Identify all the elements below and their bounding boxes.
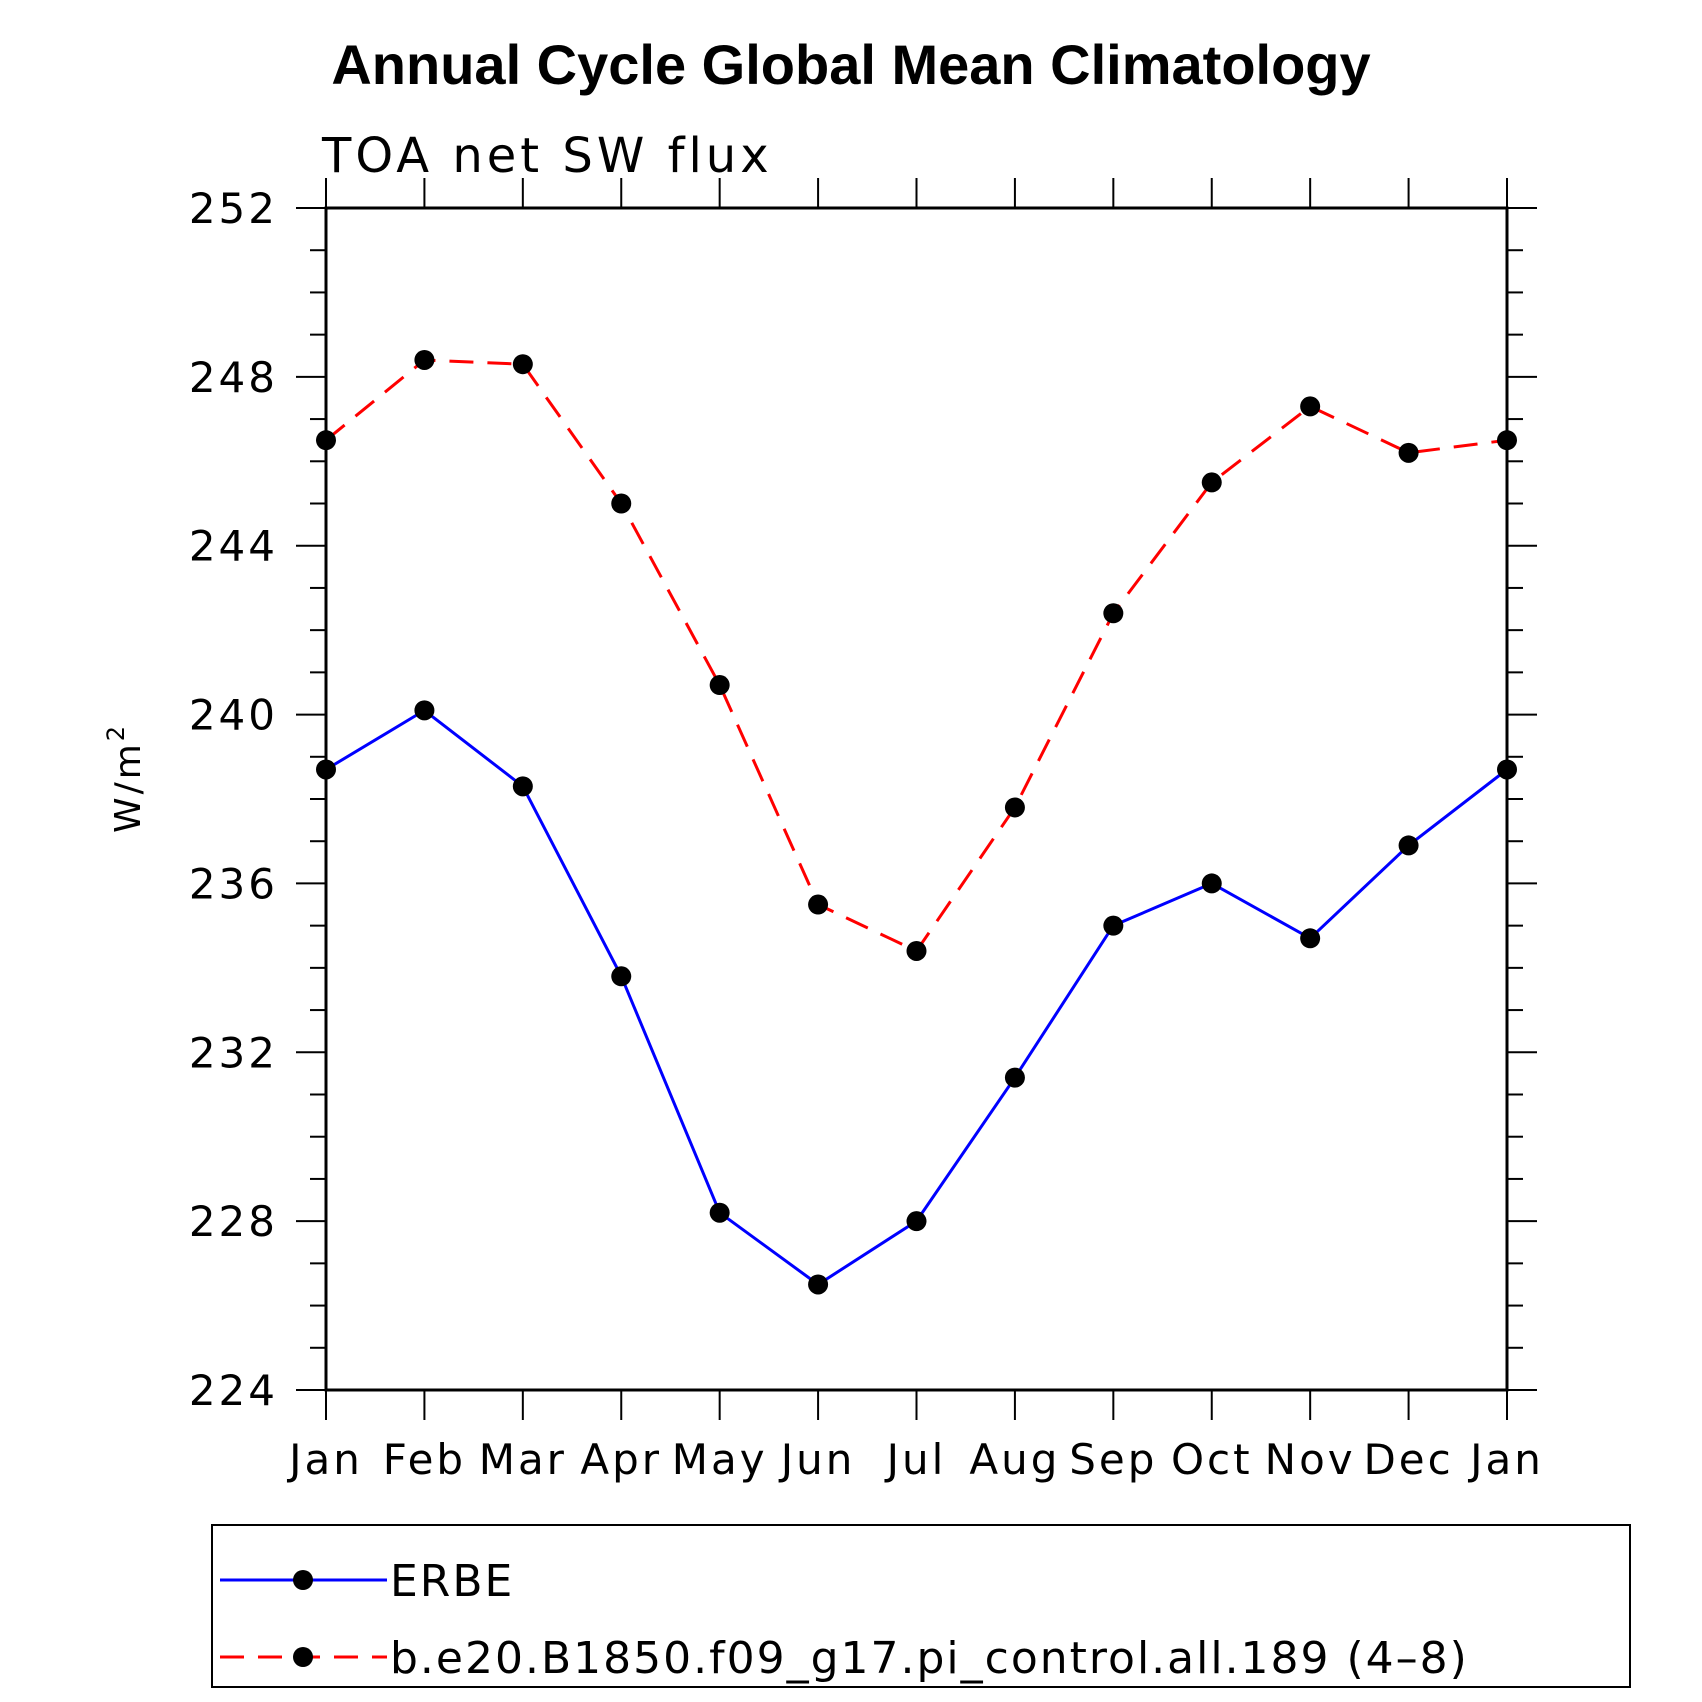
y-tick-label: 236: [189, 859, 278, 908]
y-tick-label: 232: [189, 1028, 278, 1077]
y-axis-label-superscript: 2: [102, 723, 130, 741]
x-tick-label: Apr: [580, 1435, 662, 1484]
y-tick-label: 224: [189, 1366, 278, 1415]
data-point-series-1: [1103, 603, 1124, 624]
data-point-series-1: [1004, 797, 1025, 818]
x-tick-label: Jun: [778, 1435, 856, 1484]
x-tick-label: Feb: [383, 1435, 466, 1484]
data-point-series-1: [316, 430, 336, 451]
x-tick-label: Sep: [1069, 1435, 1157, 1484]
x-tick-label: Mar: [479, 1435, 567, 1484]
data-point-series-1: [414, 349, 435, 370]
data-point-series-0: [1497, 759, 1517, 780]
chart-title: Annual Cycle Global Mean Climatology: [331, 33, 1370, 96]
data-point-series-0: [1004, 1067, 1025, 1088]
data-point-series-1: [1497, 430, 1517, 451]
y-tick-label: 248: [189, 353, 278, 402]
data-point-series-1: [808, 894, 829, 915]
data-point-series-1: [1300, 396, 1321, 417]
y-tick-label: 244: [189, 522, 278, 571]
data-point-series-0: [1103, 915, 1124, 936]
y-tick-label: 252: [189, 184, 278, 233]
legend-marker-model: [293, 1647, 313, 1667]
series-lines: [325, 358, 1508, 1287]
y-tick-labels: 224 228 232 236 240 244 248 252: [189, 184, 278, 1415]
x-tick-label: Oct: [1171, 1435, 1253, 1484]
legend-marker-erbe: [293, 1570, 313, 1590]
data-point-series-0: [1398, 835, 1419, 856]
data-point-series-1: [709, 675, 730, 696]
legend-label-erbe: ERBE: [390, 1556, 514, 1607]
data-point-series-0: [709, 1202, 730, 1223]
y-axis-label-text: W/m: [108, 741, 149, 833]
legend-label-model: b.e20.B1850.f09_g17.pi_control.all.189 (…: [390, 1633, 1469, 1684]
chart-subtitle: TOA net SW flux: [321, 128, 773, 184]
y-tick-label: 228: [189, 1197, 278, 1246]
x-tick-label: Dec: [1363, 1435, 1453, 1484]
x-tick-label: Jan: [1467, 1435, 1544, 1484]
axis-ticks: [296, 178, 1537, 1420]
data-point-series-0: [512, 776, 533, 797]
series-markers: [316, 349, 1517, 1295]
x-tick-label: May: [672, 1435, 768, 1484]
x-tick-label: Nov: [1265, 1435, 1356, 1484]
data-point-series-1: [512, 354, 533, 375]
y-axis-label: W/m2: [102, 723, 149, 833]
data-point-series-0: [906, 1211, 927, 1232]
data-point-series-1: [906, 940, 927, 961]
y-tick-label: 240: [189, 691, 278, 740]
data-point-series-0: [1201, 873, 1222, 894]
data-point-series-0: [1300, 928, 1321, 949]
data-point-series-1: [1201, 472, 1222, 493]
data-point-series-1: [1398, 442, 1419, 463]
x-tick-label: Jan: [286, 1435, 363, 1484]
x-tick-labels: Jan Feb Mar Apr May Jun Jul Aug Sep Oct Nov Dec Jan: [286, 1435, 1544, 1484]
data-point-series-0: [808, 1274, 829, 1295]
data-point-series-0: [316, 759, 336, 780]
data-point-series-0: [611, 966, 632, 987]
series-line-1: [325, 358, 1508, 953]
data-point-series-0: [414, 700, 435, 721]
data-point-series-1: [611, 493, 632, 514]
series-line-0: [325, 708, 1508, 1287]
x-tick-label: Aug: [969, 1435, 1060, 1484]
legend-box: [211, 1524, 1631, 1688]
legend: ERBE b.e20.B1850.f09_g17.pi_control.all.…: [211, 1524, 1631, 1688]
x-tick-label: Jul: [884, 1435, 947, 1484]
